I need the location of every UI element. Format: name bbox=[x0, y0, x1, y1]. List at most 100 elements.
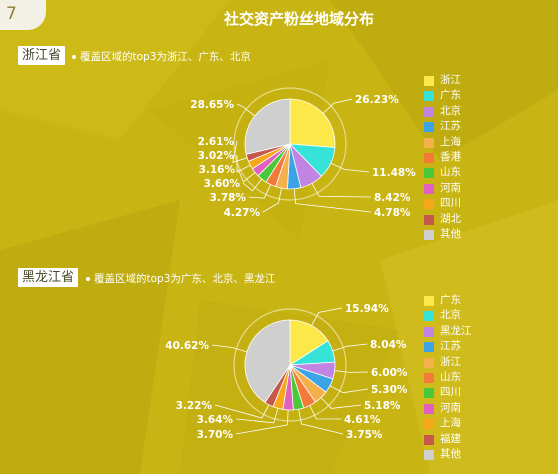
legend-label: 河南 bbox=[440, 401, 461, 414]
legend-label: 浙江 bbox=[440, 74, 461, 86]
legend-label: 广东 bbox=[440, 294, 461, 306]
legend-item: 广东 bbox=[424, 88, 461, 103]
legend-label: 浙江 bbox=[440, 355, 461, 368]
legend-label: 山东 bbox=[440, 166, 461, 179]
legend-item: 山东 bbox=[424, 165, 461, 180]
legend-item: 北京 bbox=[424, 308, 472, 323]
legend-swatch bbox=[424, 91, 434, 102]
page-number-badge: 7 bbox=[0, 0, 46, 30]
legend-swatch bbox=[424, 403, 434, 414]
legend-swatch bbox=[424, 311, 434, 322]
legend-label: 北京 bbox=[440, 309, 461, 322]
slice-percent-label: 2.61% bbox=[198, 136, 235, 148]
legend-label: 山东 bbox=[440, 370, 461, 383]
leader-line bbox=[320, 397, 362, 409]
leader-line bbox=[235, 408, 279, 424]
pie-slice bbox=[244, 319, 291, 403]
legend-chart-1: 浙江广东北京江苏上海香港山东河南四川湖北其他 bbox=[424, 73, 461, 242]
province-description-2: 覆盖区域的top3为广东、北京、黑龙江 bbox=[86, 271, 275, 286]
legend-swatch bbox=[424, 326, 434, 337]
leader-line bbox=[293, 188, 372, 213]
slice-percent-label: 6.00% bbox=[371, 367, 408, 379]
leader-line bbox=[236, 103, 255, 117]
legend-item: 其他 bbox=[424, 447, 472, 462]
legend-swatch bbox=[424, 296, 434, 306]
leader-line bbox=[262, 188, 282, 213]
legend-item: 浙江 bbox=[424, 73, 461, 88]
legend-item: 湖北 bbox=[424, 212, 461, 227]
leader-line bbox=[211, 344, 248, 353]
leader-line bbox=[311, 183, 372, 198]
legend-label: 其他 bbox=[440, 447, 461, 460]
legend-label: 香港 bbox=[440, 150, 461, 163]
slice-percent-label: 3.64% bbox=[197, 414, 234, 426]
slice-percent-label: 5.18% bbox=[364, 400, 401, 412]
page-title: 社交资产粉丝地域分布 bbox=[223, 10, 374, 28]
slice-percent-label: 4.27% bbox=[224, 207, 261, 219]
legend-swatch bbox=[424, 419, 434, 430]
slice-percent-label: 26.23% bbox=[355, 94, 399, 106]
legend-label: 江苏 bbox=[440, 120, 461, 133]
legend-item: 河南 bbox=[424, 401, 472, 416]
legend-item: 香港 bbox=[424, 150, 461, 165]
legend-label: 湖北 bbox=[440, 212, 461, 225]
legend-item: 上海 bbox=[424, 416, 472, 431]
legend-item: 黑龙江 bbox=[424, 324, 472, 339]
legend-label: 上海 bbox=[440, 135, 461, 148]
legend-swatch bbox=[424, 449, 434, 460]
leader-line bbox=[232, 140, 248, 163]
description-text-2: 覆盖区域的top3为广东、北京、黑龙江 bbox=[94, 273, 276, 285]
legend-item: 浙江 bbox=[424, 355, 472, 370]
legend-item: 山东 bbox=[424, 370, 472, 385]
leader-line bbox=[329, 385, 369, 394]
legend-swatch bbox=[424, 122, 434, 133]
legend-swatch bbox=[424, 342, 434, 353]
description-text-1: 覆盖区域的top3为浙江、广东、北京 bbox=[80, 51, 251, 63]
pie-slice bbox=[289, 319, 329, 366]
pie-ring bbox=[233, 308, 347, 422]
legend-item: 北京 bbox=[424, 104, 461, 119]
slice-percent-label: 28.65% bbox=[190, 99, 234, 111]
legend-item: 其他 bbox=[424, 227, 461, 242]
legend-swatch bbox=[424, 76, 434, 86]
slice-percent-label: 4.78% bbox=[374, 207, 411, 219]
slice-percent-label: 3.22% bbox=[176, 400, 213, 412]
slice-percent-label: 8.04% bbox=[370, 339, 407, 351]
legend-swatch bbox=[424, 434, 434, 445]
legend-label: 江苏 bbox=[440, 340, 461, 353]
leader-line bbox=[298, 409, 344, 435]
legend-label: 四川 bbox=[440, 197, 461, 210]
bullet-dot-icon bbox=[86, 277, 90, 281]
legend-swatch bbox=[424, 229, 434, 240]
legend-item: 河南 bbox=[424, 181, 461, 196]
pie-slice bbox=[244, 98, 291, 155]
slice-percent-label: 8.42% bbox=[374, 192, 411, 204]
legend-label: 黑龙江 bbox=[440, 324, 472, 337]
legend-label: 广东 bbox=[440, 89, 461, 102]
legend-label: 四川 bbox=[440, 386, 461, 399]
slice-percent-label: 4.61% bbox=[344, 414, 381, 426]
leader-line bbox=[309, 405, 342, 420]
legend-swatch bbox=[424, 199, 434, 210]
legend-label: 北京 bbox=[440, 104, 461, 117]
leader-line bbox=[311, 307, 343, 326]
slice-percent-label: 3.70% bbox=[197, 429, 234, 441]
leader-line bbox=[334, 370, 369, 373]
legend-item: 四川 bbox=[424, 385, 472, 400]
legend-item: 江苏 bbox=[424, 119, 461, 134]
legend-label: 上海 bbox=[440, 417, 461, 430]
leader-line bbox=[330, 162, 370, 173]
legend-item: 福建 bbox=[424, 432, 472, 447]
leader-line bbox=[242, 178, 263, 192]
leader-line bbox=[214, 404, 270, 419]
legend-swatch bbox=[424, 357, 434, 368]
legend-label: 河南 bbox=[440, 181, 461, 194]
slice-percent-label: 3.60% bbox=[204, 178, 241, 190]
legend-swatch bbox=[424, 137, 434, 148]
slice-percent-label: 11.48% bbox=[372, 167, 416, 179]
leader-line bbox=[248, 184, 272, 199]
slice-percent-label: 3.16% bbox=[199, 164, 236, 176]
province-description-1: 覆盖区域的top3为浙江、广东、北京 bbox=[72, 49, 251, 64]
province-label-1: 浙江省 bbox=[18, 46, 66, 65]
